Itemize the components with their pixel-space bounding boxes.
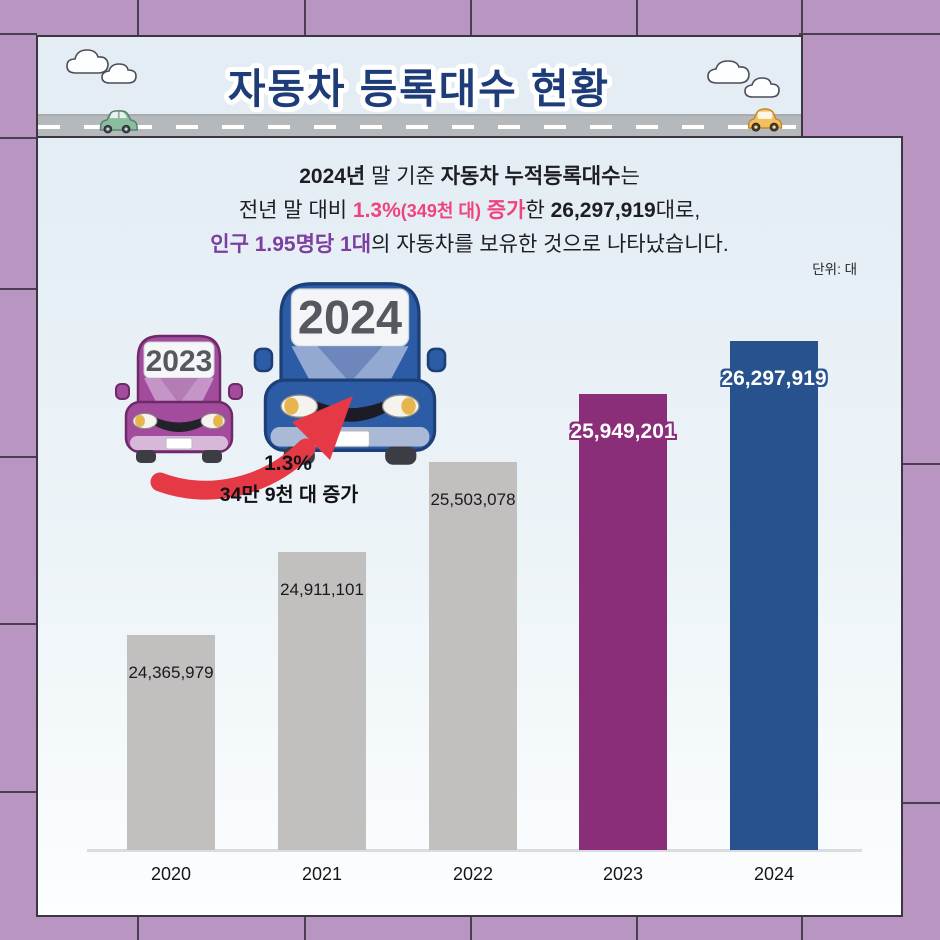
intro-segment: 증가: [486, 199, 526, 222]
header-banner: 자동차 등록대수 현황: [36, 35, 803, 139]
tile-line: [304, 0, 306, 37]
page-title: 자동차 등록대수 현황: [223, 61, 613, 117]
unit-label: 단위: 대: [812, 262, 857, 277]
intro-line-1: 2024년 말 기준 자동차 누적등록대수는: [38, 160, 901, 194]
tile-line: [0, 623, 37, 625]
svg-text:자동차 등록대수 현황: 자동차 등록대수 현황: [228, 66, 610, 112]
svg-text:2023: 2023: [146, 345, 213, 378]
tile-line: [470, 0, 472, 37]
tile-line: [137, 913, 139, 940]
intro-segment: 자동차 누적등록대수: [440, 165, 621, 188]
intro-segment: 26,297,919: [550, 199, 656, 222]
bar-2024: 26,297,919: [721, 341, 827, 850]
tile-line: [0, 137, 37, 139]
tile-line: [470, 913, 472, 940]
tile-line: [0, 791, 37, 793]
bar-chart: 24,365,979 2020 24,911,101 2021 25,503,078 20…: [38, 138, 901, 915]
tile-line: [0, 288, 37, 290]
intro-line-3: 인구 1.95명당 1대의 자동차를 보유한 것으로 나타났습니다.: [38, 228, 901, 262]
tile-line: [0, 33, 37, 35]
road: [38, 114, 801, 137]
intro-text: 2024년 말 기준 자동차 누적등록대수는 전년 말 대비 1.3%(349천…: [38, 160, 901, 262]
tile-line: [799, 33, 940, 35]
x-axis-label-2023: 2023: [602, 864, 644, 884]
tile-line: [304, 913, 306, 940]
tile-line: [901, 463, 940, 465]
intro-segment: 한: [525, 199, 551, 222]
intro-segment: 1.3%: [352, 199, 401, 222]
x-axis-label-2022: 2022: [452, 864, 494, 884]
tile-line: [636, 913, 638, 940]
intro-segment: 대로,: [655, 199, 701, 222]
x-axis-line: [87, 849, 862, 852]
bar-2020: 24,365,979: [127, 635, 215, 850]
x-axis-label-2024: 2024: [753, 864, 795, 884]
intro-segment: 2024년: [299, 165, 366, 188]
x-axis-label-2020: 2020: [150, 864, 192, 884]
intro-line-2: 전년 말 대비 1.3%(349천 대) 증가한 26,297,919대로,: [38, 194, 901, 228]
bar-value-label: 25,949,201: [570, 420, 676, 443]
bar-value-label: 26,297,919: [721, 367, 827, 390]
intro-segment: 전년 말 대비: [238, 199, 353, 222]
tile-line: [0, 456, 37, 458]
clouds-right-icon: [707, 60, 780, 98]
bar-value-label: 24,365,979: [128, 663, 214, 682]
growth-percent-label: 1.3%: [264, 452, 312, 475]
bar-value-label: 24,911,101: [280, 580, 364, 599]
growth-caption-label: 34만 9천 대 증가: [219, 484, 359, 506]
bar-2021: 24,911,101: [278, 552, 366, 850]
old-car-2023-illustration: 2023: [115, 334, 243, 463]
intro-segment: 말 기준: [365, 165, 441, 188]
road-center-line: [38, 125, 801, 129]
tile-line: [801, 0, 803, 37]
tile-line: [801, 913, 803, 940]
clouds-left-icon: [66, 49, 137, 84]
intro-segment: (349천 대): [400, 201, 481, 221]
tile-line: [901, 802, 940, 804]
bar-value-label: 25,503,078: [430, 490, 516, 509]
growth-arrow-icon: [150, 396, 353, 500]
main-card: 2024년 말 기준 자동차 누적등록대수는 전년 말 대비 1.3%(349천…: [36, 136, 903, 917]
bar-2022: 25,503,078: [429, 462, 517, 850]
tile-line: [137, 0, 139, 37]
intro-segment: 는: [620, 165, 640, 188]
yellow-car-icon: [747, 108, 783, 132]
intro-segment: 인구 1.95명당 1대: [210, 233, 372, 256]
x-axis-label-2021: 2021: [301, 864, 343, 884]
tile-line: [636, 0, 638, 37]
svg-text:2024: 2024: [298, 291, 402, 343]
bar-2023: 25,949,201: [570, 394, 676, 850]
green-car-icon: [99, 110, 138, 134]
intro-segment: 의 자동차를 보유한 것으로 나타났습니다.: [371, 233, 729, 256]
